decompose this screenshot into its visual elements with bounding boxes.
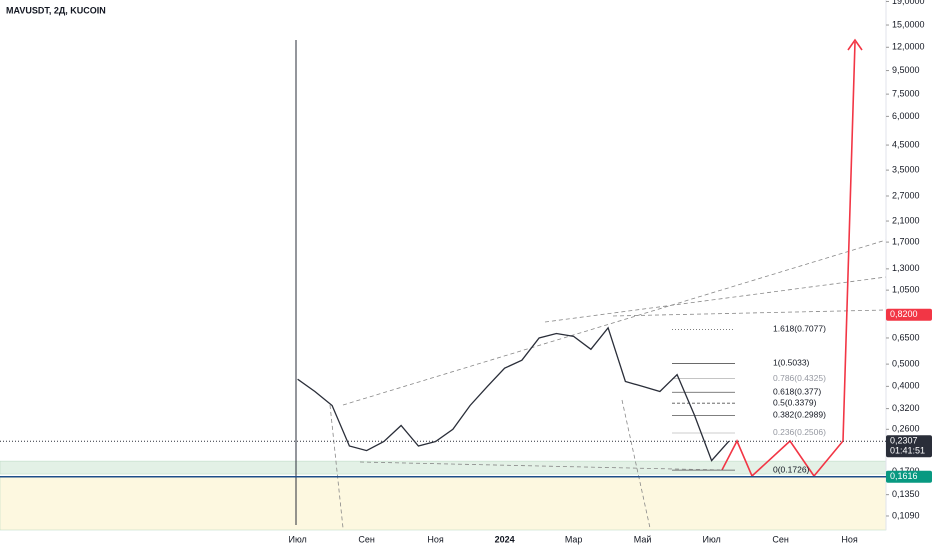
price-tag (886, 470, 932, 483)
zone (0, 476, 887, 531)
y-tick-label: 19,0000 (892, 0, 925, 6)
x-tick-label: Мар (565, 534, 583, 544)
price-tag-sub: 01:41:51 (890, 446, 925, 456)
fib-label: 0.382(0.2989) (773, 410, 826, 420)
y-tick-label: 0,5000 (892, 358, 920, 368)
price-tag-label: 0,2307 (890, 436, 918, 446)
price-tag (886, 308, 932, 321)
y-tick-label: 12,0000 (892, 42, 925, 52)
price-tag-label: 0,8200 (890, 309, 918, 319)
y-tick-label: 0,1350 (892, 489, 920, 499)
x-tick-label: Сен (772, 534, 789, 544)
y-tick-label: 1,7000 (892, 236, 920, 246)
projection-arrow (847, 38, 863, 51)
x-tick-label: Ноя (427, 534, 444, 544)
x-tick-label: Июл (702, 534, 720, 544)
y-tick-label: 0,1090 (892, 510, 920, 520)
y-tick-label: 1,0500 (892, 285, 920, 295)
fib-label: 0.5(0.3379) (773, 397, 817, 407)
fib-label: 1.618(0.7077) (773, 324, 826, 334)
y-tick-label: 0,6500 (892, 332, 920, 342)
zones (0, 460, 887, 531)
fib-label: 1(0.5033) (773, 358, 810, 368)
y-tick-label: 15,0000 (892, 19, 925, 29)
chart-title: MAVUSDT, 2Д, KUCOIN (6, 5, 106, 15)
fib-label: 0(0.1726) (773, 464, 810, 474)
y-tick-label: 0,4000 (892, 381, 920, 391)
y-tick-label: 2,1000 (892, 215, 920, 225)
x-tick-label: 2024 (495, 534, 515, 544)
fib-label: 0.618(0.377) (773, 387, 821, 397)
zone (0, 460, 887, 475)
x-tick-label: Май (634, 534, 652, 544)
x-tick-label: Сен (358, 534, 375, 544)
y-tick-label: 0,3200 (892, 403, 920, 413)
y-tick-label: 7,5000 (892, 89, 920, 99)
y-tick-label: 6,0000 (892, 111, 920, 121)
y-tick-label: 0,2600 (892, 424, 920, 434)
price-tag (886, 435, 932, 458)
y-tick-label: 3,5000 (892, 164, 920, 174)
y-tick-label: 4,5000 (892, 139, 920, 149)
y-tick-label: 1,3000 (892, 263, 920, 273)
price-line (297, 326, 730, 462)
x-tick-label: Ноя (841, 534, 858, 544)
y-tick-label: 9,5000 (892, 65, 920, 75)
fib-label: 0.236(0.2506) (773, 427, 826, 437)
x-tick-label: Июл (288, 534, 306, 544)
price-tag-label: 0,1616 (890, 471, 918, 481)
trend-lines (329, 239, 887, 529)
fib-label: 0.786(0.4325) (773, 373, 826, 383)
y-tick-label: 2,7000 (892, 190, 920, 200)
